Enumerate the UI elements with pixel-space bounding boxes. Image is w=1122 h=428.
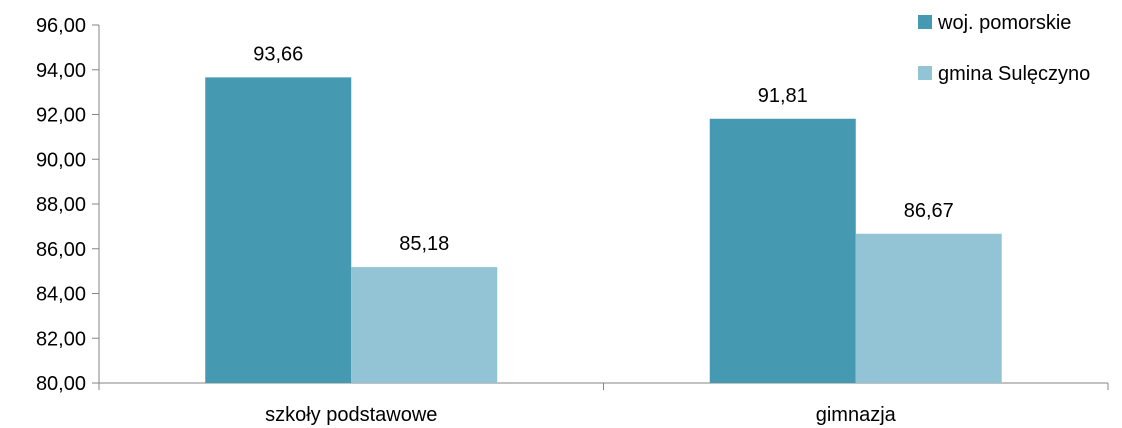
bars (205, 77, 1002, 384)
y-tick-label: 80,00 (36, 373, 86, 395)
data-label: 86,67 (904, 200, 954, 222)
y-tick-label: 96,00 (36, 15, 86, 37)
y-tick-label: 86,00 (36, 239, 86, 261)
y-tick-label: 82,00 (36, 328, 86, 350)
bar (855, 233, 1002, 383)
data-label: 91,81 (758, 85, 808, 107)
legend-label: gmina Sulęczyno (938, 63, 1090, 85)
legend-swatch (918, 15, 932, 29)
y-axis: 80,00 82,00 84,00 86,00 88,00 90,00 92,00 94,00… (36, 15, 100, 395)
bar (709, 118, 856, 383)
data-label: 85,18 (399, 233, 449, 255)
x-category-label: szkoły podstawowe (265, 404, 437, 426)
data-labels: 93,66 85,18 91,81 86,67 (253, 43, 954, 255)
bar (351, 267, 498, 383)
bar (205, 77, 352, 384)
y-tick-label: 90,00 (36, 149, 86, 171)
legend: woj. pomorskie gmina Sulęczyno (918, 12, 1090, 85)
x-axis: szkoły podstawowe gimnazja (98, 382, 1109, 426)
y-tick-label: 94,00 (36, 60, 86, 82)
data-label: 93,66 (253, 43, 303, 65)
y-tick-label: 88,00 (36, 194, 86, 216)
y-tick-label: 84,00 (36, 284, 86, 306)
y-tick-label: 92,00 (36, 105, 86, 127)
legend-label: woj. pomorskie (937, 12, 1071, 34)
x-category-label: gimnazja (816, 404, 897, 426)
legend-swatch (918, 66, 932, 80)
